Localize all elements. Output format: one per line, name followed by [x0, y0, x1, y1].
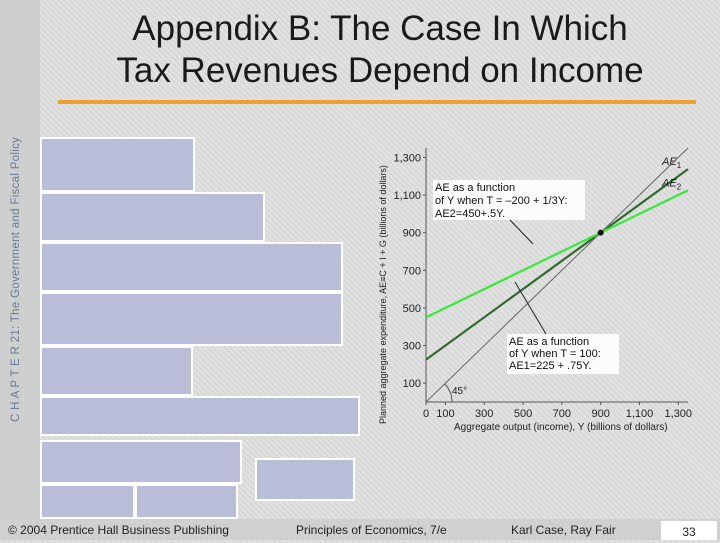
annotation-bottom-line-1: AE as a function [509, 336, 589, 348]
annotation-top-bg [433, 180, 585, 220]
footer-bar: © 2004 Prentice Hall Business Publishing… [0, 519, 720, 540]
y-tick-label: 100 [403, 378, 421, 390]
title-line-2: Tax Revenues Depend on Income [116, 51, 644, 90]
footer-book: Principles of Economics, 7/e [296, 523, 447, 537]
x-axis-label: Aggregate output (income), Y (billions o… [454, 422, 668, 433]
content-box-4 [40, 292, 343, 346]
angle-arc [444, 383, 453, 403]
page-title: Appendix B: The Case In Which Tax Revenu… [60, 8, 700, 92]
ae-chart: 0 100 300 500 700 900 1,100 1,300 100 300 500 700 90… [378, 147, 693, 433]
content-box-8 [255, 458, 355, 501]
content-box-6 [40, 396, 360, 436]
annotation-bottom-line-2: of Y when T = 100: [509, 348, 601, 360]
line-45-degree [425, 147, 689, 403]
x-tick-label: 300 [475, 408, 493, 420]
annotation-top-line-1: AE as a function [435, 182, 515, 194]
chapter-label: C H A P T E R 21: The Government and Fis… [10, 136, 22, 422]
x-tick-label: 900 [591, 408, 609, 420]
content-box-1 [40, 137, 195, 192]
y-axis-label: Planned aggregate expenditure, AE≡C + I … [378, 165, 388, 424]
annotation-top-line-2: of Y when T = –200 + 1/3Y: [435, 195, 568, 207]
content-box-7 [40, 440, 242, 484]
series-label-ae2: AE2 [661, 177, 682, 191]
x-tick-label: 100 [436, 408, 454, 420]
equilibrium-point [597, 229, 604, 236]
annotation-bottom-bg [507, 334, 619, 374]
angle-label: 45° [452, 386, 467, 397]
content-box-5 [40, 346, 193, 396]
annotation-top-line-3: AE2=450+.5Y. [435, 208, 505, 220]
annotation-top-pointer [509, 219, 534, 245]
title-line-1: Appendix B: The Case In Which [132, 9, 628, 48]
title-underline [58, 100, 696, 104]
series-label-ae1: AE1 [661, 156, 682, 170]
line-ae2 [425, 189, 689, 319]
x-tick-label: 1,100 [626, 408, 654, 420]
content-box-3 [40, 242, 343, 292]
x-tick-label: 500 [514, 408, 532, 420]
annotation-bottom: AE as a function of Y when T = 100: AE1=… [507, 334, 619, 374]
y-tick-label: 300 [403, 341, 421, 353]
y-tick-label: 1,300 [393, 152, 421, 164]
y-tick-label: 500 [403, 303, 421, 315]
side-strip [0, 0, 40, 540]
annotation-bottom-line-3: AE1=225 + .75Y. [509, 360, 591, 372]
x-tick-label: 1,300 [665, 408, 693, 420]
x-tick-label: 0 [423, 408, 429, 420]
y-tick-label: 1,100 [393, 190, 421, 202]
annotation-bottom-pointer [514, 281, 547, 335]
y-tick-label: 700 [403, 265, 421, 277]
annotation-top: AE as a function of Y when T = –200 + 1/… [433, 180, 585, 220]
footer-copyright: © 2004 Prentice Hall Business Publishing [8, 523, 229, 537]
y-tick-label: 900 [403, 228, 421, 240]
footer-authors: Karl Case, Ray Fair [511, 523, 616, 537]
line-ae1 [425, 168, 689, 361]
page-number: 33 [661, 521, 717, 540]
content-box-9 [40, 484, 135, 519]
x-tick-label: 700 [553, 408, 571, 420]
content-box-2 [40, 192, 265, 242]
content-box-10 [135, 484, 238, 519]
